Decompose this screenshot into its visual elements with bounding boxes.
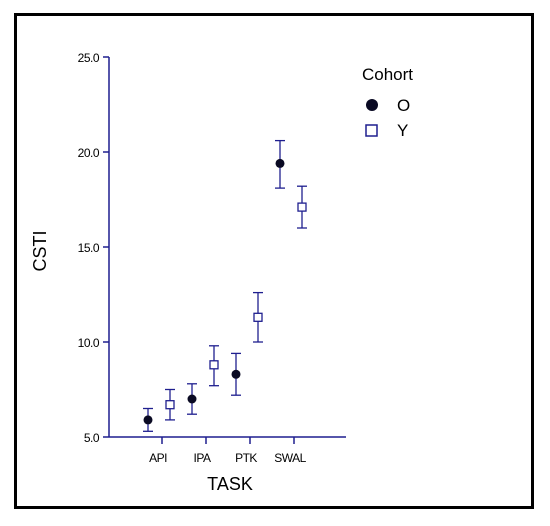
y-axis-title: CSTI: [30, 230, 50, 271]
legend-title: Cohort: [362, 65, 413, 84]
data-point-o: [187, 394, 197, 404]
y-tick-label: 20.0: [78, 146, 100, 160]
legend-marker-y: [365, 124, 378, 137]
y-ticks: 5.0 10.0 15.0 20.0 25.0: [78, 51, 109, 445]
data-point-o: [143, 415, 153, 425]
legend-label-y: Y: [397, 121, 408, 140]
legend-marker-o: [366, 99, 378, 111]
data-point-y: [297, 202, 307, 212]
data-point-y: [209, 360, 219, 370]
data-point-o: [231, 369, 241, 379]
x-tick-label: SWAL: [274, 451, 306, 465]
x-tick-label: IPA: [194, 451, 211, 465]
data-point-y: [253, 312, 263, 322]
x-ticks: API IPA PTK SWAL: [149, 437, 307, 465]
x-axis-title: TASK: [207, 474, 253, 494]
legend-label-o: O: [397, 96, 410, 115]
legend: Cohort O Y: [362, 65, 413, 140]
y-tick-label: 15.0: [78, 241, 100, 255]
data-point-y: [165, 400, 175, 410]
x-tick-label: PTK: [235, 451, 257, 465]
chart-frame: [14, 13, 534, 509]
data-point-o: [275, 158, 285, 168]
x-tick-label: API: [149, 451, 167, 465]
y-tick-label: 25.0: [78, 51, 100, 65]
y-tick-label: 10.0: [78, 336, 100, 350]
data-marks: [143, 139, 307, 432]
y-tick-label: 5.0: [84, 431, 100, 445]
